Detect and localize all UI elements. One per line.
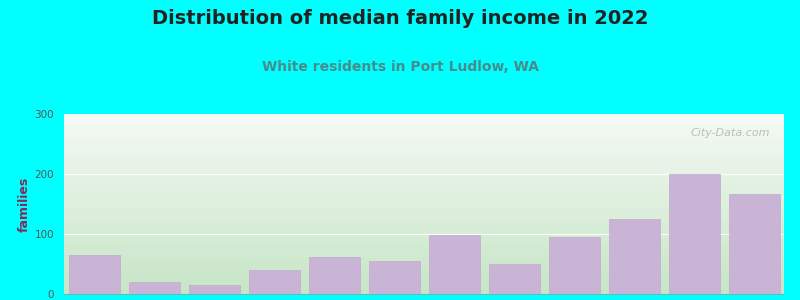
Bar <box>369 261 419 294</box>
Bar <box>189 285 239 294</box>
Bar <box>429 235 479 294</box>
Bar <box>249 270 299 294</box>
Bar <box>669 174 719 294</box>
Bar <box>309 257 359 294</box>
Text: White residents in Port Ludlow, WA: White residents in Port Ludlow, WA <box>262 60 538 74</box>
Text: City-Data.com: City-Data.com <box>690 128 770 138</box>
Bar <box>549 237 599 294</box>
Bar <box>609 219 659 294</box>
Bar <box>129 282 179 294</box>
Bar <box>69 255 119 294</box>
Y-axis label: families: families <box>18 176 30 232</box>
Bar <box>729 194 779 294</box>
Bar <box>489 264 539 294</box>
Text: Distribution of median family income in 2022: Distribution of median family income in … <box>152 9 648 28</box>
